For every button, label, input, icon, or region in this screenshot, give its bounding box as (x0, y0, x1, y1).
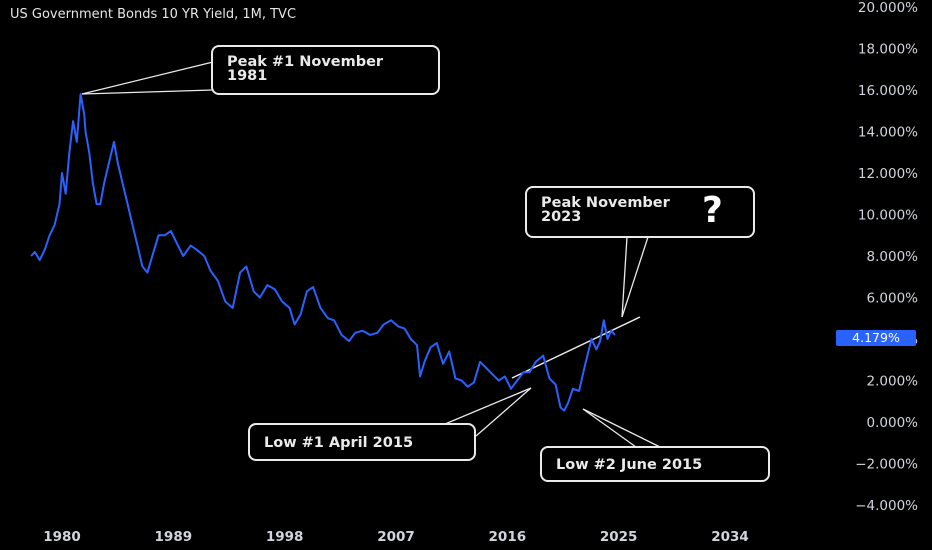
peak2-callout[interactable]: Peak November 2023 (525, 186, 755, 238)
peak1-callout[interactable]: Peak #1 November 1981 (211, 45, 440, 95)
low2-pointer (582, 408, 637, 448)
y-tick-label: 20.000% (858, 0, 918, 16)
yield-series-line (30, 93, 616, 412)
x-tick-label: 2007 (377, 529, 415, 545)
y-tick-label: 18.000% (858, 42, 918, 58)
peak2-pointer (621, 236, 649, 318)
y-tick-label: 0.000% (867, 415, 919, 431)
low1-callout[interactable]: Low #1 April 2015 (248, 423, 476, 461)
y-tick-label: 6.000% (867, 291, 919, 307)
x-tick-label: 2034 (711, 529, 749, 545)
y-tick-label: 10.000% (858, 208, 918, 224)
peak2-pointer (621, 236, 628, 318)
y-tick-label: 2.000% (867, 374, 919, 390)
y-axis: 20.000% 18.000% 16.000% 14.000% 12.000% 10.00… (855, 0, 918, 514)
x-axis: 1980 1989 1998 2007 2016 2025 2034 (43, 529, 749, 545)
y-tick-label: −2.000% (855, 457, 918, 473)
low2-pointer (582, 408, 661, 448)
y-tick-label: 14.000% (858, 125, 918, 141)
question-mark-icon: ? (702, 190, 723, 231)
annotation-lines (81, 61, 661, 448)
x-tick-label: 2016 (489, 529, 527, 545)
low2-callout[interactable]: Low #2 June 2015 (540, 446, 770, 482)
current-price-tag: 4.179% (836, 330, 916, 346)
low1-pointer (475, 387, 532, 437)
x-tick-label: 1989 (155, 529, 193, 545)
x-tick-label: 1998 (266, 529, 304, 545)
low1-pointer (444, 387, 532, 425)
peak1-pointer (81, 89, 214, 95)
y-tick-label: 16.000% (858, 83, 918, 99)
x-tick-label: 2025 (600, 529, 638, 545)
chart-title: US Government Bonds 10 YR Yield, 1M, TVC (10, 7, 297, 22)
y-tick-label: 8.000% (867, 249, 919, 265)
y-tick-label: −4.000% (855, 498, 918, 514)
x-tick-label: 1980 (43, 529, 81, 545)
y-tick-label: 12.000% (858, 166, 918, 182)
peak1-pointer (81, 61, 214, 95)
